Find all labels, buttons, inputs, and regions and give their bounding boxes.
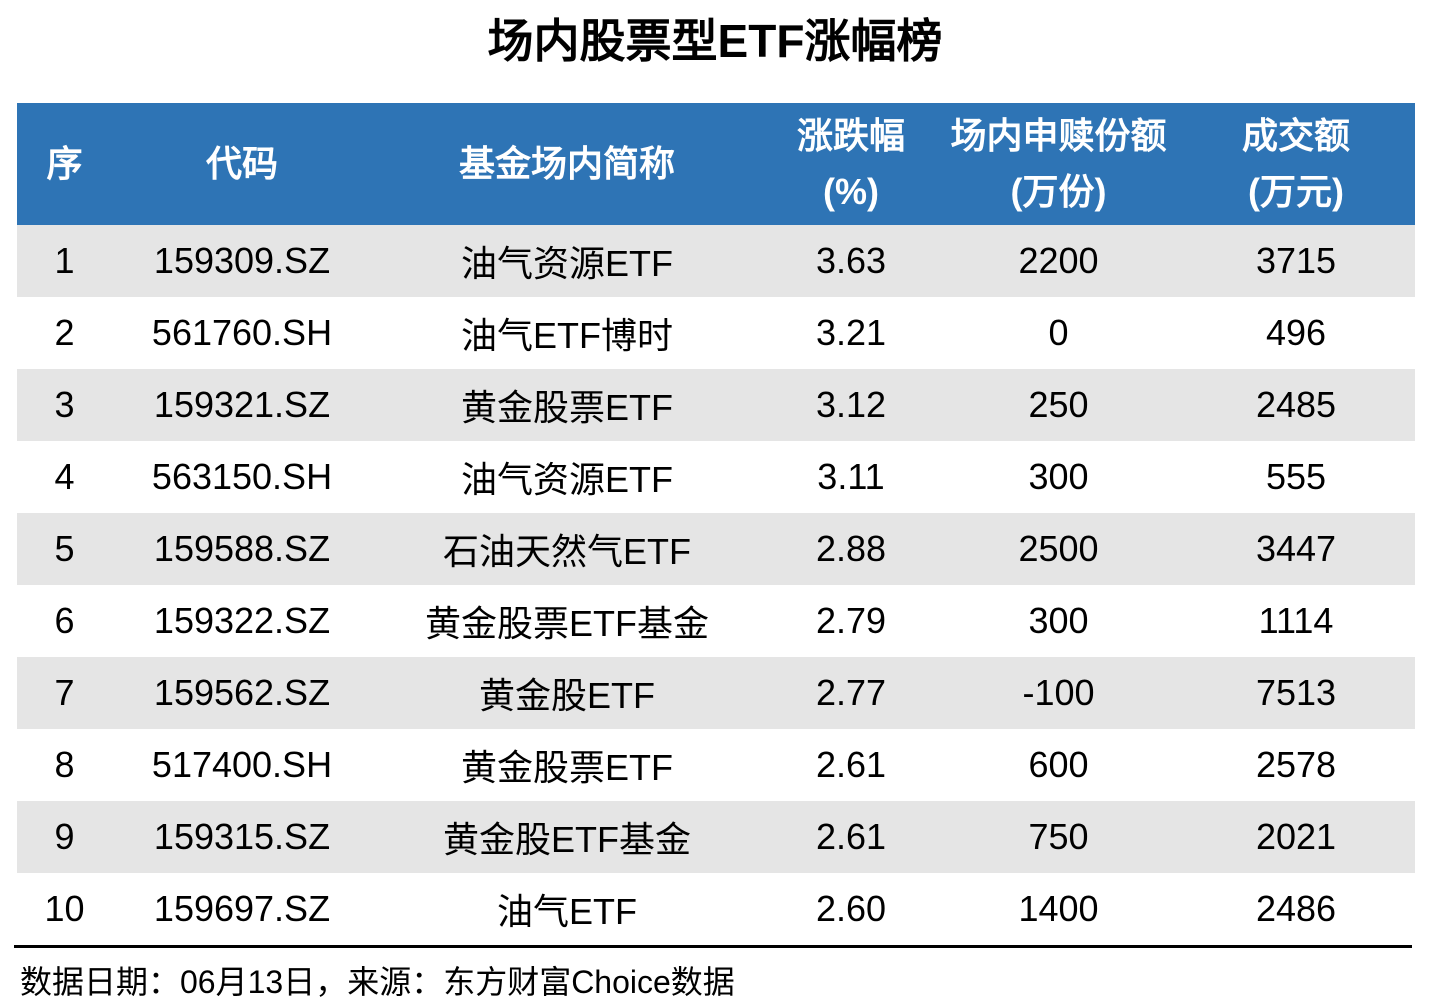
cell-turnover: 2021: [1255, 815, 1337, 857]
cell-index: 10: [44, 887, 85, 929]
cell-change-pct: 2.79: [815, 599, 887, 641]
column-header-fund-name: 基金场内简称: [372, 102, 762, 225]
cell-change-pct: 3.11: [817, 455, 885, 497]
cell-change-pct: 2.61: [815, 815, 887, 857]
cell-index: 1: [54, 239, 75, 281]
cell-index: 7: [54, 671, 75, 713]
table-row: 10 159697.SZ 油气ETF 2.60 1400 2486: [17, 873, 1415, 945]
cell-turnover: 555: [1265, 455, 1327, 497]
cell-turnover: 3715: [1255, 239, 1337, 281]
table-row: 9 159315.SZ 黄金股ETF基金 2.61 750 2021: [17, 800, 1415, 873]
cell-index: 6: [54, 599, 75, 641]
cell-index: 8: [54, 743, 75, 785]
cell-change-pct: 3.63: [815, 239, 887, 281]
cell-code: 159588.SZ: [153, 527, 331, 569]
cell-turnover: 2578: [1255, 743, 1337, 785]
cell-fund-name: 油气ETF: [497, 890, 637, 932]
cell-fund-name: 黄金股ETF基金: [443, 818, 691, 860]
cell-fund-name: 油气ETF博时: [461, 314, 673, 356]
cell-fund-name: 石油天然气ETF: [443, 530, 691, 572]
cell-index: 5: [54, 527, 75, 569]
cell-index: 2: [54, 311, 75, 353]
cell-fund-name: 黄金股ETF: [479, 674, 655, 716]
cell-change-pct: 2.61: [815, 743, 887, 785]
cell-subscription-shares: 600: [1028, 743, 1089, 785]
table-row: 6 159322.SZ 黄金股票ETF基金 2.79 300 1114: [17, 585, 1415, 657]
table-header-row: 序 代码 基金场内简称 涨跌幅 (%) 场内申赎份额 (万份) 成交额: [17, 102, 1415, 225]
table-row: 2 561760.SH 油气ETF博时 3.21 0 496: [17, 297, 1415, 369]
table-header: 序 代码 基金场内简称 涨跌幅 (%) 场内申赎份额 (万份) 成交额: [17, 102, 1415, 225]
cell-turnover: 2485: [1255, 383, 1337, 425]
footer: 数据日期：06月13日，来源：东方财富Choice数据: [14, 944, 1412, 1000]
cell-fund-name: 油气资源ETF: [461, 458, 673, 500]
table-body: 1 159309.SZ 油气资源ETF 3.63 2200 3715 2 561760.SH 油…: [17, 224, 1415, 945]
table-row: 7 159562.SZ 黄金股ETF 2.77 -100 7513: [17, 656, 1415, 729]
column-header-code: 代码: [112, 102, 372, 225]
cell-code: 159315.SZ: [153, 815, 331, 857]
page-title: 场内股票型ETF涨幅榜: [487, 15, 943, 67]
column-header-turnover: 成交额 (万元): [1177, 102, 1415, 225]
cell-subscription-shares: 300: [1028, 599, 1089, 641]
etf-leaderboard-page: 场内股票型ETF涨幅榜 序 代码 基金场内简称 涨跌幅: [0, 16, 1430, 1000]
cell-code: 159697.SZ: [153, 887, 331, 929]
cell-code: 159322.SZ: [153, 599, 331, 641]
cell-change-pct: 3.12: [815, 383, 887, 425]
cell-fund-name: 黄金股票ETF: [461, 386, 673, 428]
table-row: 8 517400.SH 黄金股票ETF 2.61 600 2578: [17, 729, 1415, 801]
cell-code: 561760.SH: [151, 311, 333, 353]
table-row: 5 159588.SZ 石油天然气ETF 2.88 2500 3447: [17, 512, 1415, 585]
cell-fund-name: 黄金股票ETF: [461, 746, 673, 788]
cell-code: 517400.SH: [151, 743, 333, 785]
cell-turnover: 1114: [1258, 599, 1334, 641]
cell-turnover: 496: [1265, 311, 1327, 353]
etf-table: 序 代码 基金场内简称 涨跌幅 (%) 场内申赎份额 (万份) 成交额: [17, 102, 1415, 945]
cell-index: 3: [54, 383, 75, 425]
table-row: 3 159321.SZ 黄金股票ETF 3.12 250 2485: [17, 368, 1415, 441]
footer-divider: [14, 944, 1412, 948]
cell-code: 563150.SH: [151, 455, 333, 497]
cell-index: 4: [54, 455, 75, 497]
cell-subscription-shares: 0: [1048, 311, 1069, 353]
cell-change-pct: 3.21: [815, 311, 887, 353]
cell-change-pct: 2.77: [815, 671, 887, 713]
cell-subscription-shares: 300: [1028, 455, 1089, 497]
cell-subscription-shares: 2200: [1018, 239, 1099, 281]
cell-subscription-shares: -100: [1022, 671, 1095, 713]
cell-subscription-shares: 750: [1028, 815, 1089, 857]
cell-turnover: 7513: [1255, 671, 1337, 713]
cell-turnover: 2486: [1255, 887, 1337, 929]
cell-subscription-shares: 2500: [1018, 527, 1099, 569]
column-header-index: 序: [17, 102, 112, 225]
column-header-change-pct: 涨跌幅 (%): [762, 102, 940, 225]
cell-fund-name: 油气资源ETF: [461, 242, 673, 284]
data-source-note: 数据日期：06月13日，来源：东方财富Choice数据: [20, 963, 735, 1000]
table-row: 1 159309.SZ 油气资源ETF 3.63 2200 3715: [17, 224, 1415, 297]
cell-code: 159562.SZ: [153, 671, 331, 713]
cell-index: 9: [54, 815, 75, 857]
cell-fund-name: 黄金股票ETF基金: [425, 602, 709, 644]
cell-turnover: 3447: [1255, 527, 1337, 569]
cell-code: 159309.SZ: [153, 239, 331, 281]
cell-code: 159321.SZ: [153, 383, 331, 425]
cell-subscription-shares: 1400: [1018, 887, 1099, 929]
table-row: 4 563150.SH 油气资源ETF 3.11 300 555: [17, 441, 1415, 513]
cell-change-pct: 2.60: [815, 887, 887, 929]
cell-change-pct: 2.88: [815, 527, 887, 569]
cell-subscription-shares: 250: [1028, 383, 1089, 425]
column-header-subscription-shares: 场内申赎份额 (万份): [940, 102, 1177, 225]
